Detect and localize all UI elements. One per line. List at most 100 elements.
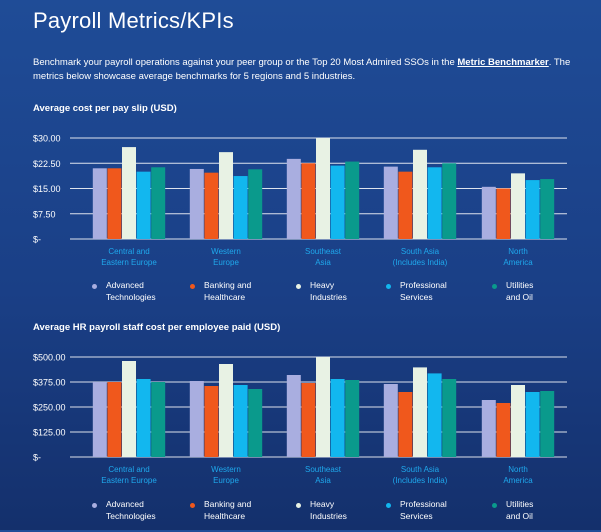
bar-professional-services	[136, 171, 151, 239]
legend-item: Heavy Industries	[296, 279, 347, 303]
bar-heavy-industries	[316, 357, 330, 457]
bar-heavy-industries	[219, 364, 233, 457]
x-category-label: North America	[503, 465, 533, 485]
bar-utilities-and-oil	[442, 379, 457, 457]
intro-text-end: . The metrics below showcase average ben…	[33, 57, 571, 82]
legend-item: Advanced Technologies	[92, 279, 156, 303]
y-tick-label: $7.50	[33, 209, 56, 219]
bar-heavy-industries	[413, 367, 427, 457]
bar-advanced-technologies	[383, 166, 398, 239]
bar-banking-and-healthcare	[496, 188, 511, 239]
x-category-label: Southeast Asia	[305, 465, 342, 485]
y-tick-label: $125.00	[33, 428, 66, 438]
bar-professional-services	[427, 373, 442, 457]
legend-marker	[386, 503, 391, 508]
bar-professional-services	[233, 176, 248, 239]
bar-advanced-technologies	[286, 158, 301, 239]
bar-utilities-and-oil	[151, 382, 166, 457]
bar-banking-and-healthcare	[496, 403, 511, 457]
legend-marker	[386, 284, 391, 289]
page-title: Payroll Metrics/KPIs	[33, 8, 234, 33]
bar-advanced-technologies	[286, 375, 301, 457]
bar-utilities-and-oil	[151, 167, 166, 239]
bar-banking-and-healthcare	[204, 386, 219, 457]
legend-marker	[190, 284, 195, 289]
x-category-label: Western Europe	[211, 465, 241, 485]
bar-advanced-technologies	[383, 384, 398, 457]
bar-advanced-technologies	[92, 382, 107, 457]
bar-utilities-and-oil	[345, 380, 360, 457]
legend-item: Banking and Healthcare	[190, 279, 251, 303]
bar-professional-services	[233, 385, 248, 457]
legend-label: Banking and Healthcare	[204, 499, 252, 521]
bar-banking-and-healthcare	[398, 392, 413, 457]
legend-label: Utilities and Oil	[506, 280, 534, 302]
y-tick-label: $-	[33, 453, 41, 463]
bar-heavy-industries	[122, 147, 136, 239]
legend-label: Heavy Industries	[310, 499, 347, 521]
bar-banking-and-healthcare	[301, 383, 316, 457]
bar-heavy-industries	[219, 152, 233, 239]
legend-item: Advanced Technologies	[92, 498, 156, 522]
legend-item: Professional Services	[386, 498, 447, 522]
bar-utilities-and-oil	[540, 391, 555, 457]
metric-benchmarker-link[interactable]: Metric Benchmarker	[457, 57, 549, 68]
legend-cost-per-pay-slip: Advanced Technologies Banking and Healthc…	[0, 279, 601, 313]
legend-label: Utilities and Oil	[506, 499, 534, 521]
y-tick-label: $500.00	[33, 353, 66, 363]
bar-heavy-industries	[122, 361, 136, 457]
legend-item: Utilities and Oil	[492, 279, 533, 303]
legend-label: Professional Services	[400, 280, 447, 302]
legend-item: Professional Services	[386, 279, 447, 303]
y-tick-label: $15.00	[33, 184, 61, 194]
y-tick-label: $22.50	[33, 159, 61, 169]
chart-title-hr-staff-cost: Average HR payroll staff cost per employ…	[33, 322, 281, 333]
bar-professional-services	[427, 167, 442, 239]
legend-label: Advanced Technologies	[106, 280, 156, 302]
bar-professional-services	[525, 392, 540, 457]
bar-professional-services	[330, 165, 345, 239]
y-tick-label: $-	[33, 235, 41, 245]
legend-marker	[190, 503, 195, 508]
legend-label: Banking and Healthcare	[204, 280, 252, 302]
x-category-label: Central and Eastern Europe	[101, 247, 157, 267]
y-tick-label: $30.00	[33, 134, 61, 144]
bar-heavy-industries	[413, 149, 427, 239]
x-category-label: South Asia (Includes India)	[393, 247, 448, 267]
y-tick-label: $375.00	[33, 378, 66, 388]
bar-advanced-technologies	[92, 168, 107, 239]
bar-advanced-technologies	[481, 186, 496, 239]
bar-heavy-industries	[511, 385, 525, 457]
chart-title-cost-per-pay-slip: Average cost per pay slip (USD)	[33, 103, 177, 114]
bar-banking-and-healthcare	[301, 163, 316, 239]
legend-marker	[492, 503, 497, 508]
x-category-label: South Asia (Includes India)	[393, 465, 448, 485]
legend-label: Heavy Industries	[310, 280, 347, 302]
bar-heavy-industries	[511, 173, 525, 239]
legend-marker	[92, 284, 97, 289]
bar-utilities-and-oil	[442, 163, 457, 239]
legend-marker	[296, 284, 301, 289]
bar-utilities-and-oil	[248, 169, 263, 239]
legend-marker	[92, 503, 97, 508]
bar-banking-and-healthcare	[107, 168, 122, 239]
bar-utilities-and-oil	[345, 161, 360, 239]
legend-item: Utilities and Oil	[492, 498, 533, 522]
bar-professional-services	[330, 379, 345, 457]
bar-banking-and-healthcare	[398, 171, 413, 239]
x-category-label: North America	[503, 247, 533, 267]
bar-utilities-and-oil	[540, 179, 555, 239]
legend-marker	[296, 503, 301, 508]
legend-item: Banking and Healthcare	[190, 498, 251, 522]
x-category-label: Central and Eastern Europe	[101, 465, 157, 485]
legend-item: Heavy Industries	[296, 498, 347, 522]
legend-hr-staff-cost: Advanced Technologies Banking and Healthc…	[0, 498, 601, 532]
bar-advanced-technologies	[189, 168, 204, 239]
bar-advanced-technologies	[481, 400, 496, 457]
legend-label: Professional Services	[400, 499, 447, 521]
legend-marker	[492, 284, 497, 289]
x-category-label: Southeast Asia	[305, 247, 342, 267]
bar-professional-services	[136, 379, 151, 457]
